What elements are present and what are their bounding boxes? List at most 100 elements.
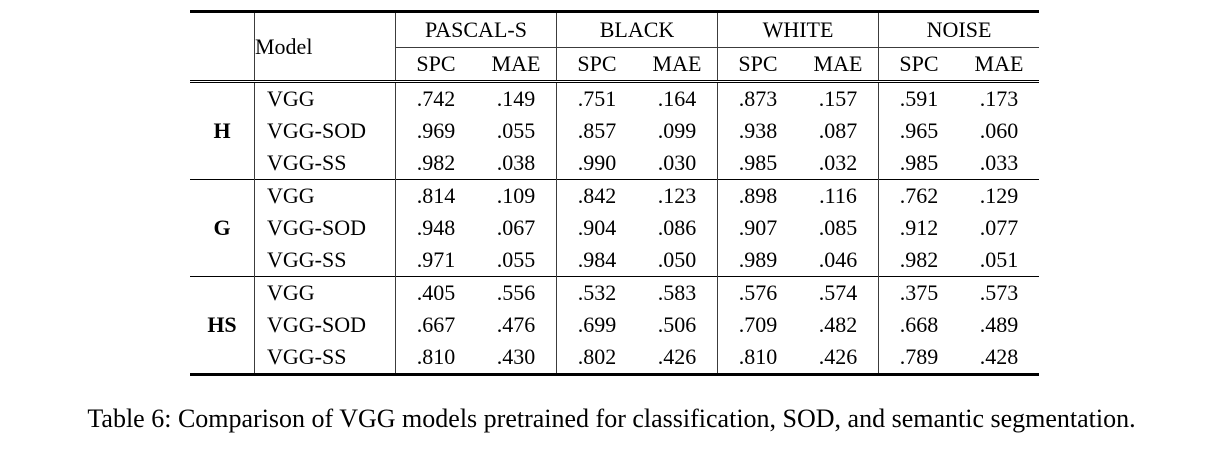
value-cell: .907 (717, 212, 798, 244)
value-cell: .051 (979, 247, 1019, 272)
value-cell: .077 (979, 215, 1019, 240)
value-cell: .050 (657, 247, 697, 272)
corner-cell (190, 11, 255, 83)
value-cell: .046 (818, 247, 858, 272)
dataset-header-noise: NOISE (878, 11, 1039, 48)
group-hs: HS VGG .405 .556 .532 .583 .576 .574 .37… (190, 276, 1039, 375)
model-cell: VGG (254, 179, 396, 212)
metric-header-spc: SPC (556, 47, 637, 83)
value-cell: .667 (395, 309, 476, 341)
value-cell: .742 (395, 81, 476, 115)
value-cell: .055 (496, 118, 536, 143)
header-row-metrics: SPC MAE SPC MAE SPC MAE SPC MAE (190, 47, 1039, 83)
value-cell: .969 (395, 115, 476, 147)
table-row: VGG-SS .971 .055 .984 .050 .989 .046 .98… (190, 244, 1039, 277)
metric-header-mae: MAE (637, 47, 718, 83)
table-row: G VGG .814 .109 .842 .123 .898 .116 .762… (190, 179, 1039, 277)
value-cell: .842 (556, 179, 637, 212)
value-cell: .591 (878, 81, 959, 115)
value-cell: .476 (496, 312, 536, 337)
value-cell: .038 (496, 150, 536, 175)
value-cell: .948 (395, 212, 476, 244)
value-cell: .814 (395, 179, 476, 212)
value-cell: .375 (878, 276, 959, 309)
group-h: H VGG .742 .149 .751 .164 .873 .157 .591… (190, 81, 1039, 180)
value-cell: .802 (556, 341, 637, 375)
value-cell: .574 (798, 276, 879, 309)
table-row: VGG-SOD .948 .067 .904 .086 .907 .085 .9… (190, 212, 1039, 244)
value-cell: .810 (395, 341, 476, 375)
model-cell: VGG-SOD (254, 115, 396, 147)
metric-header-mae: MAE (476, 47, 557, 83)
value-cell: .030 (657, 150, 697, 175)
value-cell: .405 (395, 276, 476, 309)
value-cell: .573 (959, 276, 1039, 309)
metric-header-mae: MAE (798, 47, 879, 83)
group-g: G VGG .814 .109 .842 .123 .898 .116 .762… (190, 179, 1039, 277)
value-cell: .984 (556, 244, 637, 277)
model-cell: VGG-SS (254, 341, 396, 375)
value-cell: .116 (798, 179, 879, 212)
model-cell: VGG-SOD (254, 212, 396, 244)
table-row: VGG-SS .982 .038 .990 .030 .985 .032 .98… (190, 147, 1039, 180)
value-cell: .938 (717, 115, 798, 147)
value-cell: .086 (657, 215, 697, 240)
metric-header-spc: SPC (878, 47, 959, 83)
metric-header-mae: MAE (959, 47, 1039, 83)
group-label: H (213, 118, 231, 143)
group-label: HS (190, 276, 255, 375)
value-cell: .904 (556, 212, 637, 244)
value-cell: .985 (878, 147, 959, 180)
value-cell: .898 (717, 179, 798, 212)
value-cell: .709 (717, 309, 798, 341)
metric-header-spc: SPC (395, 47, 476, 83)
value-cell: .857 (556, 115, 637, 147)
value-cell: .982 (395, 147, 476, 180)
value-cell: .055 (496, 247, 536, 272)
table-row: H VGG .742 .149 .751 .164 .873 .157 .591… (190, 81, 1039, 143)
header-row-datasets: Model PASCAL-S BLACK WHITE NOISE (190, 11, 1039, 83)
model-cell: VGG-SS (254, 147, 396, 180)
value-cell: .989 (717, 244, 798, 277)
value-cell: .985 (717, 147, 798, 180)
value-cell: .506 (657, 312, 697, 337)
model-cell: VGG (254, 276, 396, 309)
value-cell: .556 (476, 276, 557, 309)
value-cell: .810 (717, 341, 798, 375)
value-cell: .489 (979, 312, 1019, 337)
value-cell: .109 (476, 179, 557, 212)
table-caption: Table 6: Comparison of VGG models pretra… (87, 404, 1136, 433)
metric-header-spc: SPC (717, 47, 798, 83)
value-cell: .149 (496, 86, 536, 111)
value-cell: .157 (818, 86, 858, 111)
value-cell: .087 (818, 118, 858, 143)
value-cell: .699 (556, 309, 637, 341)
results-table: Model PASCAL-S BLACK WHITE NOISE SPC MAE… (190, 10, 1039, 376)
table-row: VGG-SOD .969 .055 .857 .099 .938 .087 .9… (190, 115, 1039, 147)
value-cell: .482 (818, 312, 858, 337)
value-cell: .912 (878, 212, 959, 244)
value-cell: .426 (657, 344, 697, 369)
model-column-header: Model (254, 11, 396, 83)
model-cell: VGG-SS (254, 244, 396, 277)
value-cell: .751 (556, 81, 637, 115)
table-row: VGG-SS .810 .430 .802 .426 .810 .426 .78… (190, 341, 1039, 375)
value-cell: .085 (818, 215, 858, 240)
value-cell: .123 (637, 179, 718, 212)
value-cell: .032 (818, 150, 858, 175)
value-cell: .099 (657, 118, 697, 143)
value-cell: .982 (878, 244, 959, 277)
dataset-header-white: WHITE (717, 11, 879, 48)
value-cell: .965 (878, 115, 959, 147)
value-cell: .129 (959, 179, 1039, 212)
table-header: Model PASCAL-S BLACK WHITE NOISE SPC MAE… (190, 11, 1039, 83)
table-row: HS VGG .405 .556 .532 .583 .576 .574 .37… (190, 276, 1039, 375)
value-cell: .583 (637, 276, 718, 309)
value-cell: .762 (878, 179, 959, 212)
value-cell: .428 (979, 344, 1019, 369)
dataset-header-pascal-s: PASCAL-S (395, 11, 557, 48)
model-cell: VGG (254, 81, 396, 115)
table-row: VGG-SOD .667 .476 .699 .506 .709 .482 .6… (190, 309, 1039, 341)
value-cell: .668 (878, 309, 959, 341)
